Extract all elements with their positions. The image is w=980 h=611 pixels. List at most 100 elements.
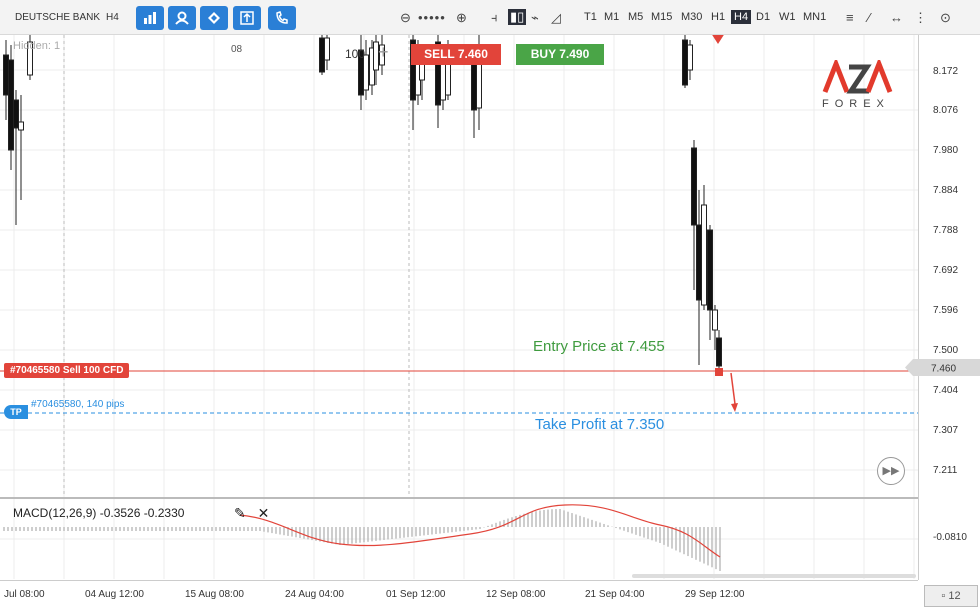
indicator-icon[interactable]: ≡: [846, 10, 854, 25]
forecast-arrow: [730, 372, 736, 405]
export-icon: [240, 11, 254, 25]
sell-price: 7.460: [457, 47, 488, 61]
price-label: 7.884: [933, 185, 959, 196]
candle-body: [707, 229, 713, 311]
tf-m30[interactable]: M30: [681, 11, 703, 23]
current-price-text: 7.460: [931, 364, 956, 375]
buy-price: 7.490: [559, 47, 590, 61]
candle-body: [324, 37, 330, 61]
page-number: 12: [948, 590, 961, 602]
candle-body: [363, 54, 369, 91]
time-axis[interactable]: Jul 08:00 04 Aug 12:00 15 Aug 08:00 24 A…: [0, 580, 918, 611]
price-label: 7.788: [933, 225, 959, 236]
buy-button[interactable]: BUY 7.490: [516, 44, 604, 65]
candle-body: [691, 147, 697, 226]
symbol-name[interactable]: DEUTSCHE BANK: [15, 12, 101, 23]
tp-text: #70465580, 140 pips: [31, 399, 125, 410]
draw-line-icon[interactable]: ⁄: [868, 10, 871, 25]
sell-marker-icon: [712, 35, 724, 44]
time-label: 24 Aug 04:00: [285, 589, 344, 600]
time-label: 21 Sep 04:00: [585, 589, 645, 600]
zoom-slider-icon[interactable]: •••••: [418, 10, 446, 25]
horizontal-line-icon[interactable]: ↔: [890, 10, 903, 25]
edit-pencil-icon[interactable]: ✎: [234, 505, 246, 521]
page-indicator[interactable]: ▫ 12: [924, 585, 978, 607]
phone-button[interactable]: [268, 6, 296, 30]
logo-sub: FOREX: [822, 98, 890, 110]
macd-axis-label: -0.0810: [933, 532, 967, 543]
grid: [0, 35, 918, 497]
menu-icon[interactable]: ⋮: [914, 10, 927, 25]
bar-type-icon[interactable]: ⫞: [491, 10, 498, 25]
macd-panel[interactable]: [0, 497, 918, 579]
price-label: 7.404: [933, 385, 959, 396]
symbol-period: H4: [106, 12, 119, 23]
quantity-field[interactable]: 100: [345, 47, 366, 61]
tf-w1[interactable]: W1: [779, 11, 796, 23]
bar-chart-icon: [144, 12, 156, 24]
time-label: 12 Sep 08:00: [486, 589, 546, 600]
time-label: Jul 08:00: [4, 589, 45, 600]
time-label: 15 Aug 08:00: [185, 589, 244, 600]
toolbar: DEUTSCHE BANK H4 ⊖ ••••• ⊕ ⫞ ▮▯ ⌁ ◿ T1 M…: [0, 0, 980, 35]
person-button[interactable]: [168, 6, 196, 30]
hidden-count: Hidden: 1: [13, 40, 61, 52]
candle-body: [696, 224, 702, 301]
settings-icon[interactable]: ⊙: [940, 10, 951, 25]
candle-body: [373, 41, 379, 71]
candle-body: [701, 204, 707, 306]
candle-body: [8, 59, 14, 151]
price-label: 7.980: [933, 145, 959, 156]
entry-annotation: Entry Price at 7.455: [533, 338, 665, 355]
price-label: 8.172: [933, 66, 959, 77]
top-time-tick: 08: [231, 44, 243, 55]
add-icon[interactable]: +: [378, 42, 389, 62]
tp-badge[interactable]: TP: [4, 405, 28, 419]
fast-forward-icon: ▶▶: [882, 465, 900, 477]
candle-body: [27, 41, 33, 76]
price-label: 7.500: [933, 345, 959, 356]
sell-button[interactable]: SELL 7.460: [411, 44, 501, 65]
candle-body: [687, 44, 693, 71]
price-label: 7.692: [933, 265, 959, 276]
tf-d1[interactable]: D1: [756, 11, 771, 23]
page-icon: ▫: [941, 590, 946, 602]
time-label: 01 Sep 12:00: [386, 589, 446, 600]
tf-m15[interactable]: M15: [651, 11, 673, 23]
diamond-button[interactable]: [200, 6, 228, 30]
candle-type-icon[interactable]: ▮▯: [508, 9, 527, 25]
time-label: 04 Aug 12:00: [85, 589, 144, 600]
bar-chart-button[interactable]: [136, 6, 164, 30]
sell-label: SELL: [424, 47, 455, 61]
macd-label[interactable]: MACD(12,26,9) -0.3526 -0.2330: [13, 506, 185, 520]
tf-h4[interactable]: H4: [731, 10, 752, 24]
entry-marker: [715, 368, 723, 376]
time-label: 29 Sep 12:00: [685, 589, 745, 600]
scroll-to-end-button[interactable]: ▶▶: [877, 457, 905, 485]
macd-signal-line: [239, 504, 721, 558]
candle-body: [319, 37, 325, 73]
price-chart[interactable]: [0, 35, 918, 497]
zoom-in-icon[interactable]: ⊕: [456, 10, 467, 25]
candle-body: [712, 309, 718, 331]
tf-h1[interactable]: H1: [711, 11, 726, 23]
area-type-icon[interactable]: ◿: [551, 10, 561, 25]
candle-body: [379, 44, 385, 66]
export-button[interactable]: [233, 6, 261, 30]
price-label: 8.076: [933, 105, 959, 116]
tf-mn1[interactable]: MN1: [803, 11, 827, 23]
tf-m1[interactable]: M1: [604, 11, 620, 23]
phone-icon: [276, 11, 288, 24]
candle-body: [716, 337, 722, 367]
zoom-out-icon[interactable]: ⊖: [400, 10, 411, 25]
current-price-badge: 7.460: [905, 359, 980, 376]
tf-m5[interactable]: M5: [628, 11, 644, 23]
line-type-icon[interactable]: ⌁: [531, 10, 539, 25]
candle-body: [682, 39, 688, 86]
person-icon: [175, 11, 189, 25]
order-tag[interactable]: #70465580 Sell 100 CFD: [4, 363, 130, 378]
price-axis[interactable]: 8.172 8.076 7.980 7.884 7.788 7.692 7.59…: [918, 35, 980, 580]
horizontal-scrollbar[interactable]: [632, 574, 916, 578]
close-icon[interactable]: ✕: [257, 505, 270, 521]
tf-t1[interactable]: T1: [584, 11, 597, 23]
